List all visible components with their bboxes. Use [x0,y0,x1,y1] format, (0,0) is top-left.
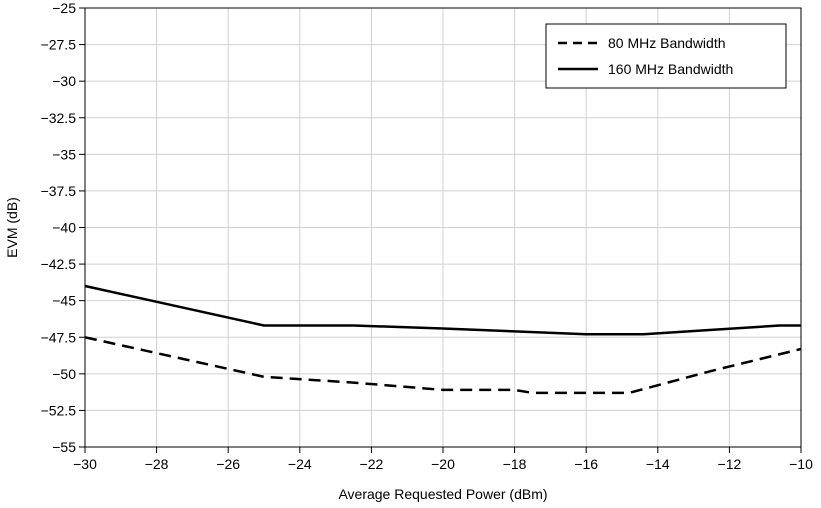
y-tick-label: −37.5 [41,183,77,199]
y-tick-label: −52.5 [41,402,77,418]
x-tick-label: −12 [718,456,742,472]
legend-label-80mhz: 80 MHz Bandwidth [608,35,726,51]
y-tick-label: −40 [52,220,76,236]
x-tick-label: −20 [431,456,455,472]
x-tick-label: −26 [216,456,240,472]
y-tick-label: −30 [52,73,76,89]
series-line-80mhz [84,336,802,395]
y-tick-label: −47.5 [41,329,77,345]
legend-box [545,23,787,89]
y-tick-label: −32.5 [41,110,77,126]
x-tick-label: −18 [503,456,527,472]
y-tick-label: −35 [52,146,76,162]
axis-ticks: −30 −28 −26 −24 −22 −20 −18 −16 −14 −12 −10 −25 −27.… [41,0,814,472]
y-tick-label: −45 [52,293,76,309]
x-tick-label: −24 [288,456,312,472]
x-axis-title: Average Requested Power (dBm) [338,486,547,502]
y-tick-label: −25 [52,0,76,16]
y-tick-label: −42.5 [41,256,77,272]
x-tick-label: −22 [360,456,384,472]
x-tick-label: −28 [145,456,169,472]
y-tick-label: −55 [52,439,76,455]
series-lines [84,284,802,395]
legend: 80 MHz Bandwidth 160 MHz Bandwidth [545,23,787,89]
y-tick-label: −27.5 [41,37,77,53]
y-tick-label: −50 [52,366,76,382]
series-line-160mhz [84,284,801,336]
legend-label-160mhz: 160 MHz Bandwidth [608,61,733,77]
x-tick-label: −30 [73,456,97,472]
x-tick-label: −14 [646,456,670,472]
x-tick-label: −10 [789,456,813,472]
x-tick-label: −16 [574,456,598,472]
y-axis-title: EVM (dB) [4,197,20,258]
